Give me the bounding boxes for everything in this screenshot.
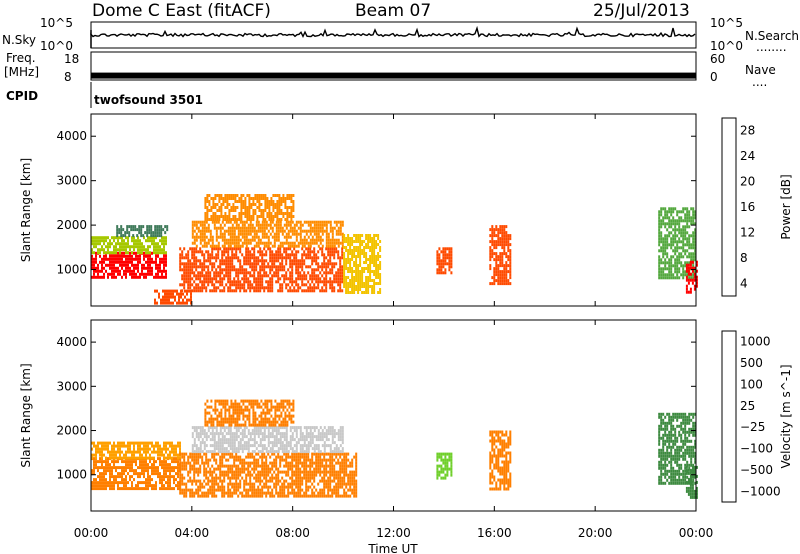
data-region-7	[658, 412, 697, 485]
colorbar-tick-label: 1000	[740, 335, 771, 349]
freq-label-1: Freq.	[6, 51, 36, 65]
x-tick-label: 08:00	[275, 526, 310, 540]
freq-tick-top: 18	[64, 52, 79, 66]
data-region-6	[489, 430, 512, 491]
nave-legend: ....	[752, 75, 767, 89]
data-region-8	[436, 247, 453, 275]
noise-right-label: N.Search	[745, 29, 799, 43]
y-tick-label: 1000	[56, 263, 87, 277]
colorbar-tick-label: 4	[740, 276, 748, 290]
noise-right-tick-bottom: 10^0	[710, 39, 743, 53]
data-region-4	[179, 247, 344, 293]
y-tick-label: 2000	[56, 218, 87, 232]
data-region-0	[91, 457, 181, 491]
nave-tick-bottom: 0	[710, 70, 718, 84]
colorbar-tick-label: 25	[740, 399, 755, 413]
data-region-2	[116, 225, 169, 238]
data-region-2	[179, 452, 358, 498]
colorbar-frame	[721, 117, 737, 297]
y-tick-label: 2000	[56, 424, 87, 438]
data-region-7	[343, 234, 382, 294]
freq-band	[91, 72, 696, 79]
x-axis-label: Time UT	[367, 542, 418, 554]
colorbar-1: 1000 500 100 25 −25 −100 −500 −1000 Velocity [m …	[721, 330, 793, 503]
y-tick-label: 4000	[56, 335, 87, 349]
data-region-5	[436, 452, 453, 480]
x-tick-label: 20:00	[578, 526, 613, 540]
y-axis-label: Slant Range [km]	[19, 363, 33, 467]
noise-trace-line	[90, 25, 696, 39]
station-title: Dome C East (fitACF)	[92, 1, 271, 21]
colorbar-tick-label: 28	[740, 124, 755, 138]
data-region-5	[191, 220, 344, 248]
noise-right-tick-top: 10^5	[710, 16, 743, 30]
data-region-9	[489, 225, 512, 286]
date-title: 25/Jul/2013	[593, 1, 690, 21]
noise-left-tick-top: 10^5	[40, 16, 73, 30]
y-axis-label: Slant Range [km]	[19, 158, 33, 262]
colorbar-0: 28 24 20 16 12 8 4 Power [dB]	[721, 117, 793, 297]
x-tick-label: 12:00	[376, 526, 411, 540]
frequency-band	[91, 72, 696, 79]
data-region-1	[91, 236, 167, 255]
freq-tick-bottom: 8	[64, 70, 72, 84]
noise-right-legend: ........	[756, 40, 787, 54]
colorbar-tick-label: 12	[740, 225, 755, 239]
y-tick-label: 1000	[56, 468, 87, 482]
noise-left-tick-bottom: 10^0	[40, 39, 73, 53]
colorbar-tick-label: 500	[740, 356, 763, 370]
colorbar-tick-label: −500	[740, 463, 773, 477]
beam-title: Beam 07	[355, 1, 431, 21]
colorbar-tick-label: −1000	[740, 484, 781, 498]
freq-panel-frame	[90, 51, 697, 81]
colorbar-tick-label: −25	[740, 420, 765, 434]
data-region-1	[91, 441, 181, 460]
freq-label-2: [MHz]	[4, 65, 39, 79]
y-tick-label: 3000	[56, 174, 87, 188]
colorbar-tick-label: 8	[740, 251, 748, 265]
y-tick-label: 3000	[56, 379, 87, 393]
nave-tick-top: 60	[710, 52, 725, 66]
x-tick-labels: 00:00 04:00 08:00 12:00 16:00 20:00 00:00	[74, 526, 714, 540]
x-tick-label: 16:00	[477, 526, 512, 540]
data-region-3	[154, 289, 192, 305]
noise-left-label: N.Sky	[2, 33, 36, 47]
cpid-label: CPID	[6, 89, 38, 103]
data-region-4	[204, 399, 295, 427]
x-tick-label: 00:00	[74, 526, 109, 540]
data-region-0	[91, 251, 167, 279]
colorbar-tick-label: 100	[740, 377, 763, 391]
colorbar-frame	[721, 330, 737, 503]
cpid-program: twofsound 3501	[94, 93, 203, 107]
data-region-8	[685, 465, 698, 499]
colorbar-tick-label: −100	[740, 442, 773, 456]
data-region-10	[658, 207, 697, 280]
data-region-11	[685, 260, 698, 294]
colorbar-tick-label: 16	[740, 200, 755, 214]
power-panel: 1000 2000 3000 4000 Slant Range [km] 28 24 20 16…	[19, 113, 793, 307]
y-tick-label: 4000	[56, 129, 87, 143]
data-region-3	[191, 426, 344, 454]
noise-trace	[90, 25, 696, 48]
colorbar-label: Power [dB]	[779, 174, 793, 239]
colorbar-tick-label: 24	[740, 149, 755, 163]
colorbar-label: Velocity [m s^-1]	[779, 364, 793, 468]
x-tick-label: 00:00	[679, 526, 714, 540]
colorbar-tick-label: 20	[740, 175, 755, 189]
data-region-6	[204, 194, 295, 221]
nave-label: Nave	[745, 63, 776, 77]
x-tick-label: 04:00	[175, 526, 210, 540]
